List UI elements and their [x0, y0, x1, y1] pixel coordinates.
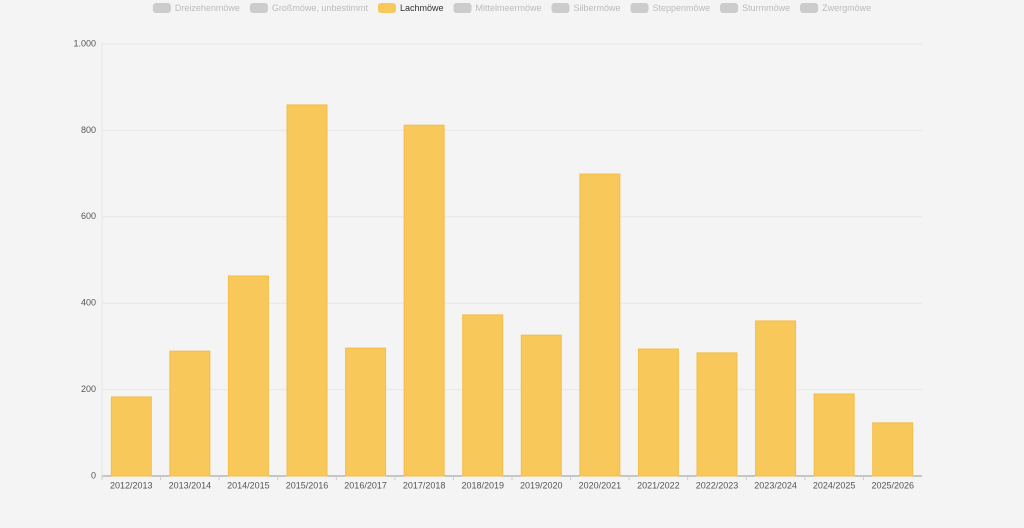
bar: [872, 422, 914, 477]
legend-label: Silbermöwe: [574, 3, 621, 13]
bar: [579, 173, 621, 477]
x-tick-label: 2022/2023: [696, 480, 739, 490]
bar: [637, 348, 679, 477]
bar: [286, 104, 328, 477]
legend-label: Großmöwe, unbestimmt: [272, 3, 369, 13]
bar: [169, 350, 211, 477]
y-tick-label: 0: [91, 470, 96, 480]
bar: [345, 347, 387, 477]
x-tick-label: 2013/2014: [169, 480, 212, 490]
x-tick-label: 2025/2026: [871, 480, 914, 490]
legend-swatch: [800, 3, 819, 13]
y-tick-label: 600: [81, 211, 96, 221]
x-tick-label: 2021/2022: [637, 480, 680, 490]
x-tick-label: 2015/2016: [286, 480, 329, 490]
y-tick-label: 200: [81, 384, 96, 394]
y-tick-label: 1.000: [73, 38, 96, 48]
legend-swatch: [152, 3, 171, 13]
x-tick-label: 2017/2018: [403, 480, 446, 490]
x-tick-label: 2014/2015: [227, 480, 270, 490]
bar: [403, 124, 445, 477]
legend-swatch: [551, 3, 570, 13]
x-tick-label: 2018/2019: [461, 480, 504, 490]
bar: [227, 275, 269, 477]
legend-label: Sturmmöwe: [742, 3, 790, 13]
legend-swatch: [720, 3, 739, 13]
legend-label: Lachmöwe: [400, 3, 444, 13]
x-tick-label: 2024/2025: [813, 480, 856, 490]
x-tick-label: 2023/2024: [754, 480, 797, 490]
legend-swatch: [453, 3, 472, 13]
bar: [755, 320, 797, 477]
bar: [110, 396, 152, 477]
legend-label: Zwergmöwe: [822, 3, 871, 13]
legend-swatch: [377, 3, 396, 13]
x-tick-label: 2020/2021: [579, 480, 622, 490]
legend-swatch: [630, 3, 649, 13]
y-tick-label: 400: [81, 298, 96, 308]
x-tick-label: 2016/2017: [344, 480, 387, 490]
bar: [813, 393, 855, 477]
legend-label: Dreizehenmöwe: [175, 3, 240, 13]
x-tick-label: 2019/2020: [520, 480, 563, 490]
legend-swatch: [249, 3, 268, 13]
bar: [696, 352, 738, 477]
x-tick-label: 2012/2013: [110, 480, 153, 490]
y-tick-label: 800: [81, 125, 96, 135]
legend-label: Mittelmeermöwe: [475, 3, 541, 13]
legend-label: Steppenmöwe: [653, 3, 711, 13]
bar: [520, 334, 562, 477]
bar: [462, 314, 504, 477]
